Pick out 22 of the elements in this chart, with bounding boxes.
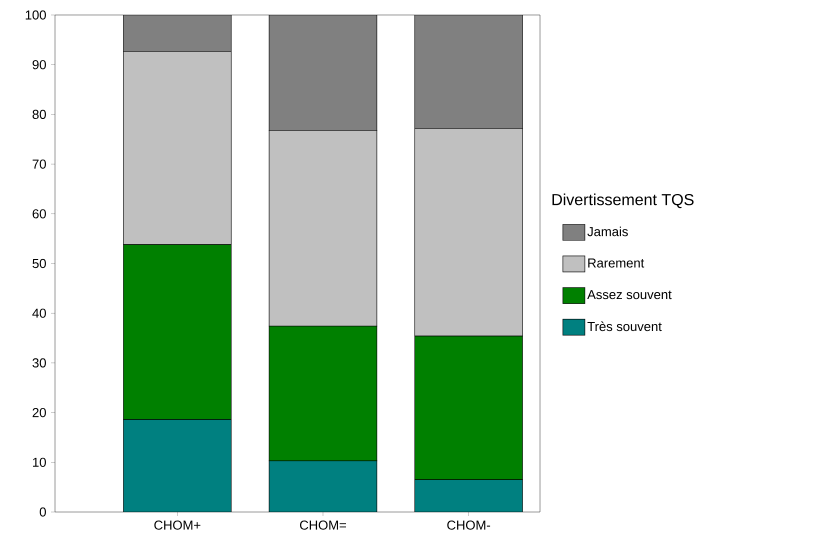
bar [268, 460, 378, 512]
y-tick-label: 0 [40, 507, 46, 517]
y-tick-label: 40 [32, 308, 46, 318]
y-tick-label: 90 [32, 60, 46, 70]
bar [414, 479, 523, 512]
x-tick-label: CHOM= [300, 520, 346, 530]
y-tick-label: 70 [32, 159, 46, 169]
legend-title: Divertissement TQS [552, 194, 694, 208]
y-tick-label: 100 [26, 10, 46, 20]
y-tick-label: 50 [32, 258, 46, 268]
legend-label: Assez souvent [587, 290, 672, 300]
y-tick-label: 60 [32, 209, 46, 218]
x-tick-label: CHOM+ [154, 520, 200, 530]
bar [123, 419, 232, 512]
legend-label: Jamais [587, 226, 628, 236]
x-tick-label: CHOM- [447, 520, 490, 530]
legend-label: Rarement [588, 258, 644, 268]
y-tick-label: 30 [32, 358, 46, 368]
y-tick-label: 10 [32, 458, 46, 467]
y-tick-label: 20 [32, 408, 46, 418]
legend-label: Très souvent [587, 321, 662, 332]
y-tick-label: 80 [32, 110, 46, 119]
